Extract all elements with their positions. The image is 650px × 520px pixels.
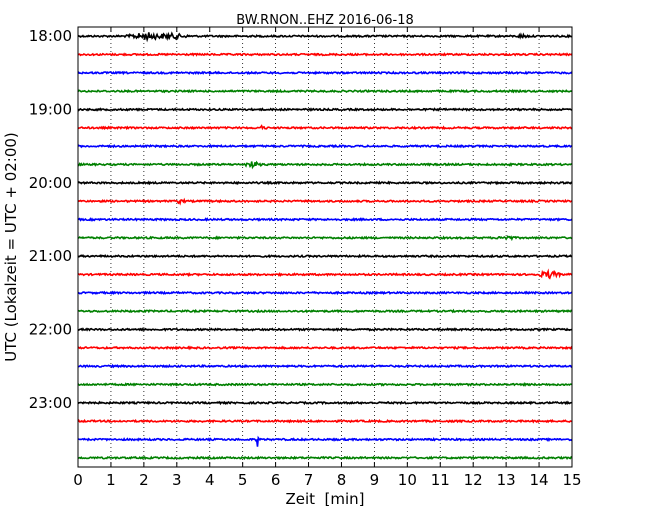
trace-2200	[77, 327, 573, 332]
trace-1800	[77, 31, 573, 43]
trace-2030	[77, 217, 573, 222]
trace-2115	[77, 268, 573, 280]
trace-group	[77, 31, 573, 461]
x-tick-label: 7	[304, 471, 314, 489]
chart-title: BW.RNON..EHZ 2016-06-18	[236, 13, 414, 28]
trace-2230	[77, 363, 573, 369]
x-tick-label: 14	[530, 471, 549, 489]
x-tick-label: 1	[106, 471, 116, 489]
x-axis-label: Zeit [min]	[285, 490, 364, 508]
trace-1830	[77, 70, 573, 76]
y-tick-label: 23:00	[29, 394, 72, 412]
x-tick-label: 6	[271, 471, 281, 489]
y-tick-label: 22:00	[29, 321, 72, 339]
x-tick-label: 15	[562, 471, 581, 489]
trace-1930	[77, 143, 573, 149]
x-tick-label: 5	[238, 471, 248, 489]
trace-2300	[77, 400, 573, 406]
x-tick-label: 13	[497, 471, 516, 489]
y-tick-label: 20:00	[29, 174, 72, 192]
trace-1915	[77, 124, 573, 131]
trace-2100	[77, 253, 573, 259]
trace-2345	[77, 455, 573, 461]
trace-2130	[77, 290, 573, 296]
trace-2145	[77, 308, 573, 314]
plot-area-frame	[77, 26, 573, 468]
x-tick-label: 4	[205, 471, 215, 489]
x-tick-label: 9	[370, 471, 380, 489]
grid-lines	[110, 27, 540, 467]
x-tick-label: 2	[139, 471, 149, 489]
x-tick-label: 10	[398, 471, 417, 489]
y-axis-label: UTC (Lokalzeit = UTC + 02:00)	[2, 132, 20, 362]
trace-2000	[77, 180, 573, 186]
y-tick-label: 18:00	[29, 27, 72, 45]
x-tick-label: 3	[172, 471, 182, 489]
x-tick-label: 11	[431, 471, 450, 489]
y-tick-label: 21:00	[29, 247, 72, 265]
trace-2245	[77, 382, 573, 388]
trace-2045	[77, 235, 573, 242]
trace-2315	[77, 418, 573, 424]
x-tick-label: 8	[337, 471, 347, 489]
trace-1945	[77, 160, 573, 170]
trace-1845	[77, 88, 573, 94]
trace-1900	[77, 107, 573, 112]
trace-2215	[77, 345, 573, 351]
trace-1815	[77, 52, 573, 57]
x-tick-label: 12	[464, 471, 483, 489]
trace-2330	[77, 435, 573, 447]
x-tick-label: 0	[73, 471, 83, 489]
axis-ticks: 0 1 2 3 4 5 6 7 8 9 10 11 12 13 14 1518:0019:0020:0021:…	[29, 27, 582, 489]
y-tick-label: 19:00	[29, 101, 72, 119]
trace-2015	[77, 197, 573, 206]
